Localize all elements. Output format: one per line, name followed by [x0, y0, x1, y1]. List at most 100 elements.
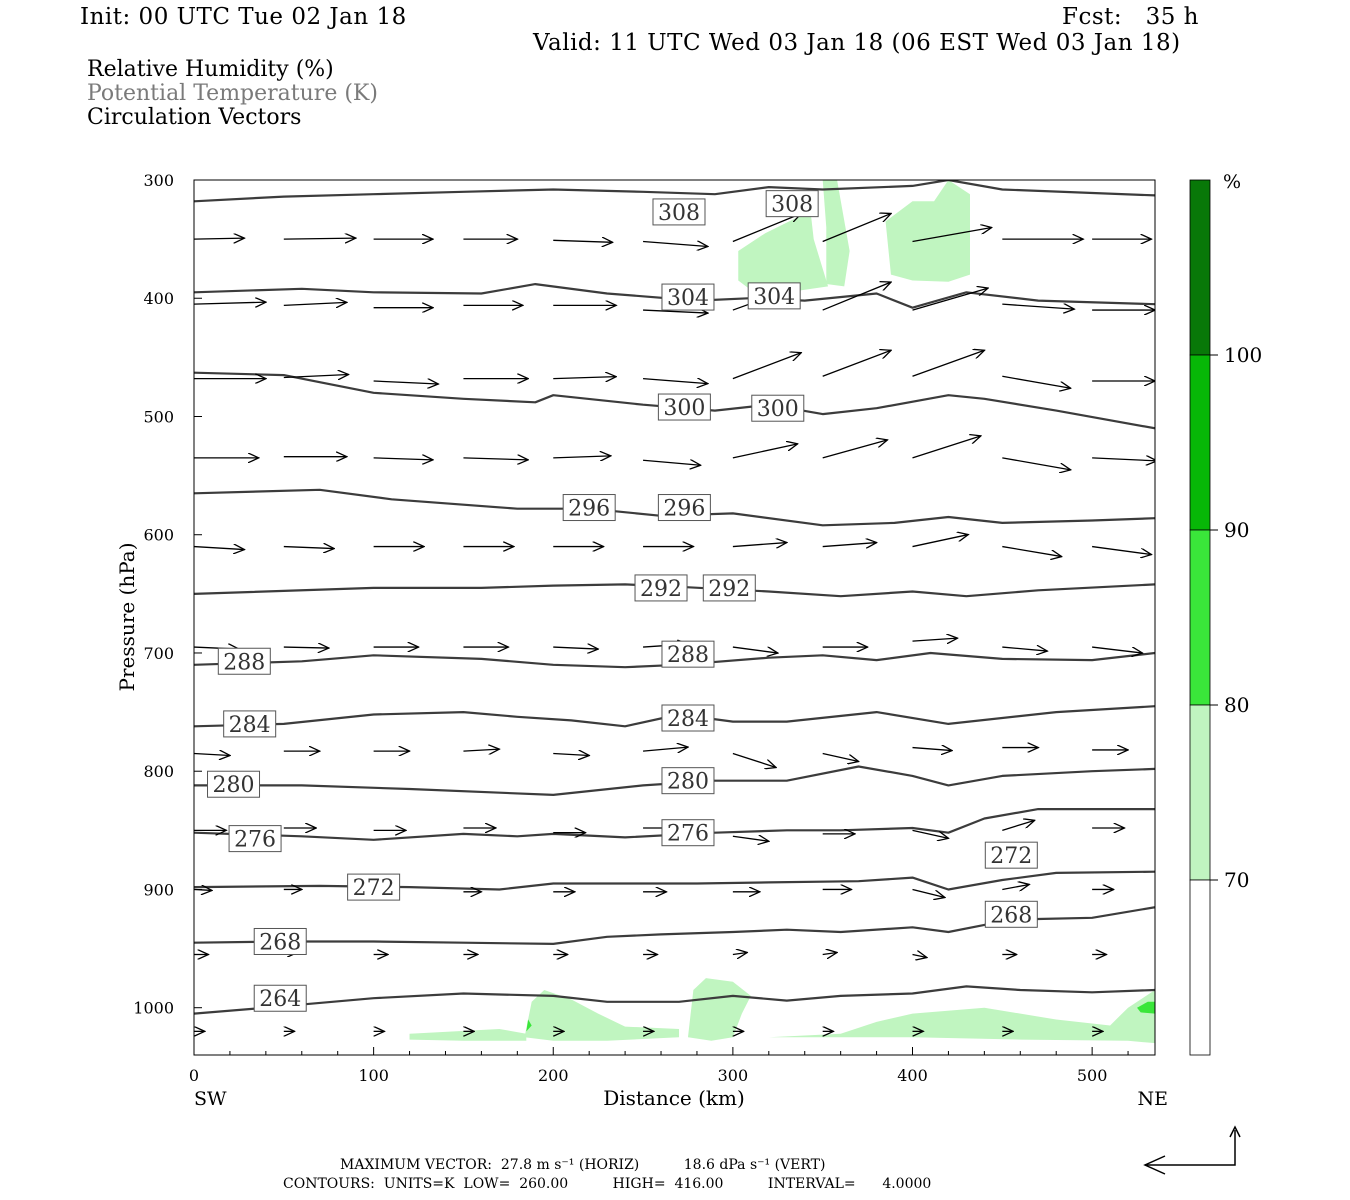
- contour-label: 284: [661, 704, 715, 732]
- circulation-vector: [194, 302, 266, 304]
- circulation-vector: [912, 829, 949, 838]
- contour-label-box: [347, 873, 401, 901]
- contour-label-text: 276: [667, 822, 709, 847]
- colorbar-tick-label: 70: [1224, 868, 1249, 892]
- contour-label-text: 284: [667, 707, 709, 732]
- theta-contour-284: [194, 705, 1155, 728]
- x-tick-label: 200: [538, 1066, 569, 1085]
- legend-theta: Potential Temperature (K): [87, 81, 378, 106]
- circulation-vector: [553, 456, 611, 458]
- forecast-hour: Fcst: 35 h: [1062, 4, 1199, 30]
- init-time: Init: 00 UTC Tue 02 Jan 18: [80, 4, 407, 30]
- humidity-region: [687, 978, 751, 1041]
- colorbar-segment: [1189, 529, 1211, 706]
- contour-label: 268: [253, 927, 307, 955]
- y-tick-label: 500: [143, 407, 174, 426]
- humidity-colorbar: 70 80 90 100: [1189, 179, 1262, 1056]
- contour-label-text: 264: [259, 987, 301, 1012]
- x-tick-label: 300: [718, 1066, 749, 1085]
- circulation-vector: [283, 647, 329, 648]
- y-axis-label: Pressure (hPa): [115, 543, 139, 692]
- contour-label: 276: [661, 819, 715, 847]
- contour-label-box: [661, 704, 715, 732]
- circulation-vector: [912, 436, 981, 459]
- circulation-vector: [822, 752, 859, 761]
- theta-contour-264: [194, 985, 1155, 1015]
- y-tick-label: 700: [143, 644, 174, 663]
- contour-label-box: [702, 574, 756, 602]
- contour-label-box: [657, 393, 711, 421]
- theta-contour-272: [194, 870, 1155, 891]
- humidity-region: [524, 989, 679, 1041]
- contour-label-box: [751, 394, 805, 422]
- y-tick-label: 900: [143, 880, 174, 899]
- contour-label-text: 304: [667, 286, 709, 311]
- contour-label-box: [661, 283, 715, 311]
- contour-label: 276: [228, 825, 282, 853]
- circulation-vector: [732, 213, 801, 243]
- contour-label-box: [661, 640, 715, 668]
- contour-label-text: 280: [213, 773, 255, 798]
- contour-label-box: [228, 825, 282, 853]
- contour-label: 264: [253, 984, 307, 1012]
- colorbar-segment: [1189, 179, 1211, 356]
- colorbar-tick-label: 90: [1224, 518, 1249, 542]
- circulation-vector: [732, 646, 778, 653]
- circulation-vector: [822, 440, 888, 459]
- circulation-vector: [553, 647, 598, 649]
- circulation-vector: [553, 753, 589, 755]
- circulation-vector: [912, 748, 953, 751]
- contour-label: 308: [652, 198, 706, 226]
- circulation-vector: [822, 350, 891, 377]
- circulation-vector: [912, 350, 985, 377]
- circulation-vector: [732, 952, 747, 954]
- contour-label-text: 300: [757, 397, 799, 422]
- legend-vectors: Circulation Vectors: [87, 105, 302, 130]
- colorbar-tick-label: 80: [1224, 693, 1249, 717]
- contour-label-text: 288: [223, 650, 265, 675]
- colorbar-unit: %: [1223, 171, 1241, 193]
- contour-label: 292: [634, 574, 688, 602]
- circulation-vector: [912, 535, 969, 548]
- circulation-vector: [373, 458, 433, 460]
- y-tick-label: 1000: [133, 999, 174, 1018]
- circulation-vector: [912, 638, 958, 641]
- circulation-vector: [822, 213, 891, 243]
- circulation-vector: [912, 888, 945, 897]
- circulation-vector-layer: [194, 213, 1155, 1031]
- theta-contour-288: [194, 651, 1155, 669]
- contour-label: 272: [347, 873, 401, 901]
- contour-label: 300: [657, 393, 711, 421]
- contour-label-text: 268: [990, 903, 1032, 928]
- circulation-vector: [732, 444, 798, 459]
- circulation-vector: [553, 377, 616, 379]
- circulation-vector: [643, 379, 708, 384]
- legend-rh: Relative Humidity (%): [87, 57, 334, 82]
- contour-label-box: [217, 647, 271, 675]
- circulation-vector: [822, 282, 891, 311]
- y-tick-label: 400: [143, 289, 174, 308]
- theta-contour-280: [194, 765, 1155, 796]
- theta-contour-308: [194, 180, 1155, 203]
- colorbar-tick-label: 100: [1224, 343, 1262, 367]
- contour-label-text: 296: [568, 497, 610, 522]
- circulation-vector: [194, 547, 244, 550]
- contour-label-box: [562, 494, 616, 522]
- circulation-vector: [283, 302, 347, 305]
- contour-label: 304: [661, 283, 715, 311]
- circulation-vector: [732, 752, 776, 767]
- x-tick-label: 500: [1077, 1066, 1108, 1085]
- contour-label-text: 284: [229, 713, 271, 738]
- circulation-vector: [732, 353, 801, 380]
- contour-label-layer: 308 308 304 304 300 300 296 296 292 292 288 288 284 2…: [207, 190, 1038, 1012]
- contour-label: 280: [661, 767, 715, 795]
- x-right-end-label: NE: [1138, 1088, 1169, 1110]
- circulation-vector: [463, 749, 499, 751]
- contour-label-box: [657, 494, 711, 522]
- contour-label: 296: [562, 494, 616, 522]
- circulation-vector: [912, 954, 927, 957]
- theta-contour-296: [194, 488, 1155, 527]
- circulation-vector: [1002, 884, 1029, 889]
- contour-label-text: 268: [259, 930, 301, 955]
- contour-label-text: 308: [658, 201, 700, 226]
